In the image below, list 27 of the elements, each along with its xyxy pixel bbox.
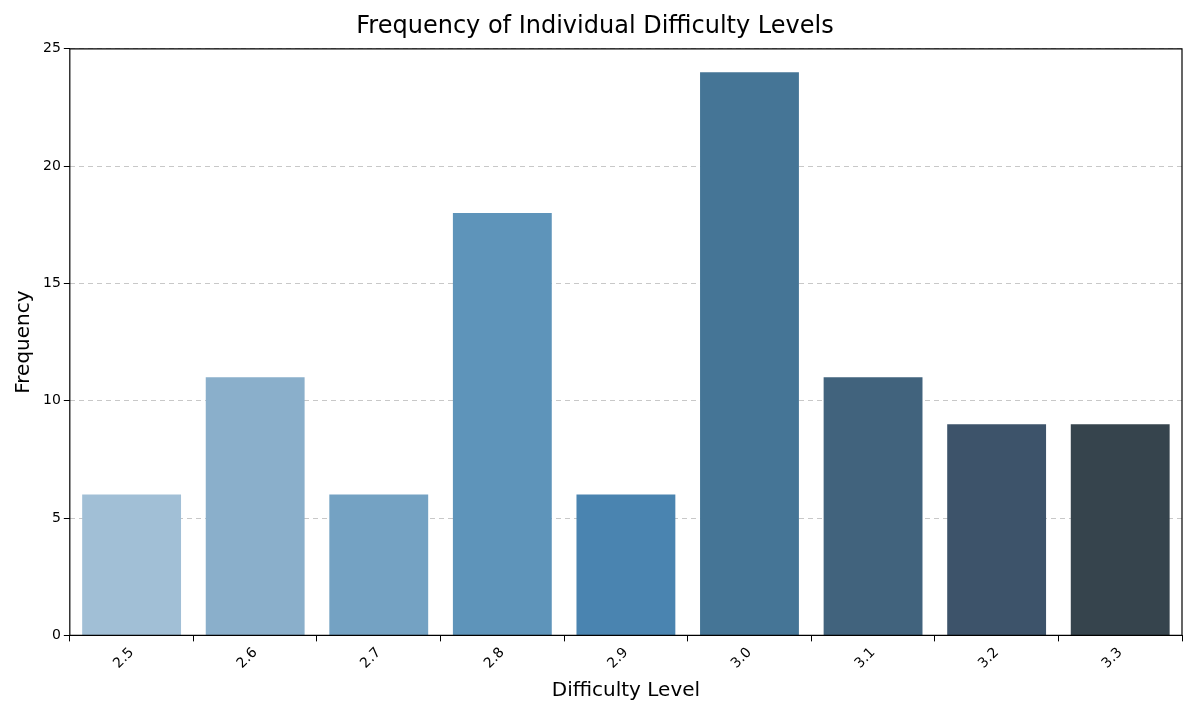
x-tick-label: 3.1 [850,643,878,671]
x-tick-label: 2.9 [603,643,631,671]
x-tick-label: 2.7 [356,643,384,671]
y-tick-label: 15 [42,274,61,291]
y-tick-label: 25 [42,39,61,56]
x-tick-label: 2.6 [232,643,260,671]
bar [700,72,799,635]
x-tick-label: 2.8 [479,643,508,671]
y-tick-label: 0 [51,626,61,643]
y-tick-label: 20 [42,156,61,173]
bar [576,494,676,635]
x-tick-label: 2.5 [109,643,137,671]
bar [205,377,305,635]
y-tick-label: 5 [51,508,61,525]
x-tick-label: 3.2 [974,643,1002,671]
bar [82,494,182,635]
bar [329,494,429,635]
x-tick-label: 3.0 [727,643,755,671]
bar [452,213,552,635]
y-axis-title: Frequency [10,290,35,394]
bar [1070,424,1170,635]
x-axis-title: Difficulty Level [551,677,701,702]
bar [947,424,1047,635]
chart-title: Frequency of Individual Difficulty Levels [356,10,834,39]
x-tick-label: 3.3 [1097,643,1125,671]
y-tick-label: 10 [42,391,61,408]
bar [823,377,923,635]
